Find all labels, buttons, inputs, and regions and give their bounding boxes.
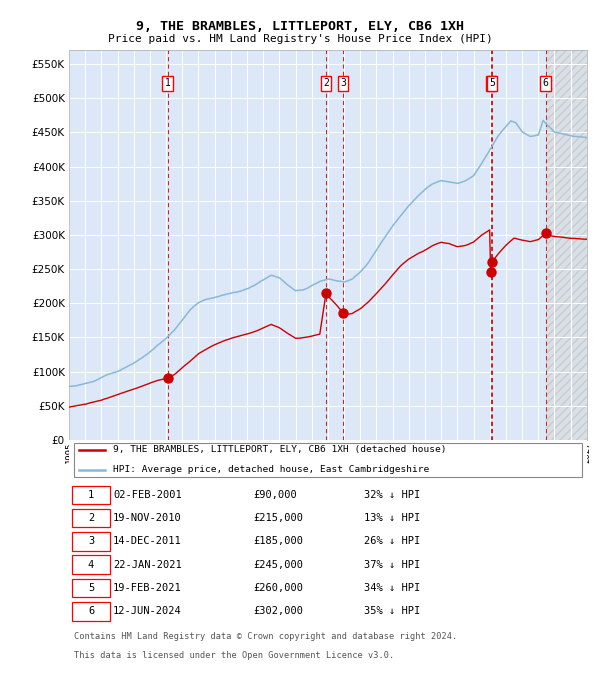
Text: 22-JAN-2021: 22-JAN-2021 [113,560,182,570]
FancyBboxPatch shape [71,579,110,598]
Text: 6: 6 [88,607,94,617]
FancyBboxPatch shape [71,556,110,574]
Text: 32% ↓ HPI: 32% ↓ HPI [364,490,421,500]
Text: Price paid vs. HM Land Registry's House Price Index (HPI): Price paid vs. HM Land Registry's House … [107,34,493,44]
Text: 5: 5 [88,583,94,593]
Text: 12-JUN-2024: 12-JUN-2024 [113,607,182,617]
Text: 19-FEB-2021: 19-FEB-2021 [113,583,182,593]
Text: 26% ↓ HPI: 26% ↓ HPI [364,537,421,547]
FancyBboxPatch shape [74,443,581,477]
Text: 6: 6 [542,78,548,88]
Text: 2: 2 [323,78,329,88]
FancyBboxPatch shape [71,532,110,551]
Text: 19-NOV-2010: 19-NOV-2010 [113,513,182,523]
Text: £245,000: £245,000 [253,560,303,570]
Text: £185,000: £185,000 [253,537,303,547]
Text: 34% ↓ HPI: 34% ↓ HPI [364,583,421,593]
Text: £260,000: £260,000 [253,583,303,593]
Text: 14-DEC-2011: 14-DEC-2011 [113,537,182,547]
Text: £215,000: £215,000 [253,513,303,523]
Text: 02-FEB-2001: 02-FEB-2001 [113,490,182,500]
Text: £90,000: £90,000 [253,490,296,500]
Text: Contains HM Land Registry data © Crown copyright and database right 2024.: Contains HM Land Registry data © Crown c… [74,632,457,641]
Text: 9, THE BRAMBLES, LITTLEPORT, ELY, CB6 1XH (detached house): 9, THE BRAMBLES, LITTLEPORT, ELY, CB6 1X… [113,445,446,454]
Text: This data is licensed under the Open Government Licence v3.0.: This data is licensed under the Open Gov… [74,651,394,660]
Text: £302,000: £302,000 [253,607,303,617]
Text: 9, THE BRAMBLES, LITTLEPORT, ELY, CB6 1XH: 9, THE BRAMBLES, LITTLEPORT, ELY, CB6 1X… [136,20,464,33]
FancyBboxPatch shape [71,509,110,528]
Text: 4: 4 [488,78,494,88]
Text: 13% ↓ HPI: 13% ↓ HPI [364,513,421,523]
Text: 2: 2 [88,513,94,523]
FancyBboxPatch shape [71,602,110,621]
Text: 3: 3 [88,537,94,547]
Text: 35% ↓ HPI: 35% ↓ HPI [364,607,421,617]
Text: 37% ↓ HPI: 37% ↓ HPI [364,560,421,570]
Text: 1: 1 [88,490,94,500]
FancyBboxPatch shape [71,486,110,504]
Text: HPI: Average price, detached house, East Cambridgeshire: HPI: Average price, detached house, East… [113,465,429,475]
Text: 3: 3 [340,78,346,88]
Text: 1: 1 [164,78,170,88]
Text: 5: 5 [489,78,495,88]
Text: 4: 4 [88,560,94,570]
